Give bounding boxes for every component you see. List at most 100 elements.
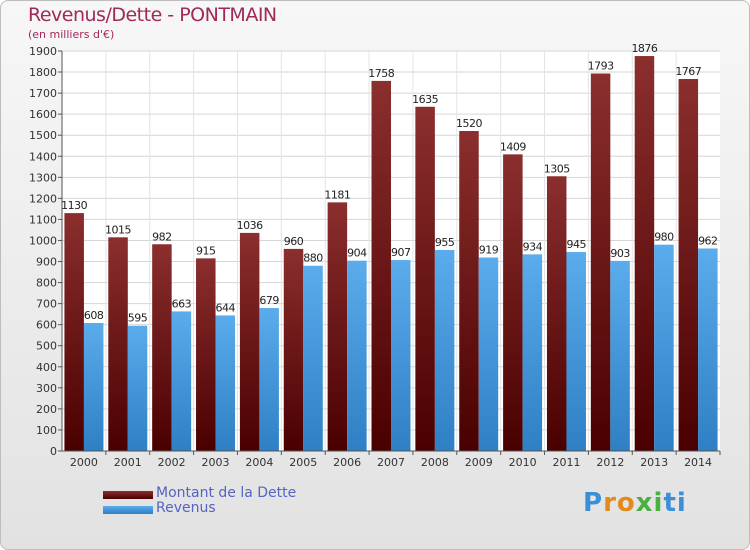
bar-revenue [83,323,104,451]
legend-label-debt: Montant de la Dette [156,485,297,501]
y-tick-label: 100 [36,424,57,437]
x-tick-label: 2014 [684,456,712,469]
legend-swatch-debt [103,491,153,499]
y-tick-label: 1500 [29,129,57,142]
x-tick-label: 2005 [289,456,317,469]
y-tick-label: 500 [36,340,57,353]
bar-debt [283,248,304,451]
bar-debt [503,154,523,452]
bar-debt [108,237,128,451]
y-tick-label: 900 [36,256,57,269]
bars [64,56,718,452]
y-tick-label: 1700 [29,87,57,100]
data-label-debt: 1635 [412,93,438,106]
data-label-debt: 1036 [237,219,263,232]
data-label-revenue: 934 [523,240,543,253]
x-tick-label: 2001 [114,456,142,469]
bar-revenue [215,315,236,451]
bar-debt [678,79,699,451]
data-label-revenue: 904 [347,247,367,260]
bar-revenue [566,252,586,451]
data-label-revenue: 919 [479,244,499,257]
proxiti-logo: Proxiti [583,488,687,518]
y-tick-label: 1600 [29,108,57,121]
logo-letter: t [663,488,677,518]
value-labels: 1130 608 1015 595 982 663 915 644 1036 679 960 880 1… [61,42,718,325]
y-tick-label: 200 [36,403,57,416]
data-label-revenue: 608 [84,309,104,322]
x-tick-label: 2013 [640,456,668,469]
data-label-revenue: 880 [303,252,323,265]
data-label-revenue: 945 [566,238,586,251]
bar-revenue [259,308,279,451]
bar-revenue [171,311,192,451]
bar-debt [152,244,172,451]
bar-debt [415,106,435,451]
x-tick-label: 2006 [333,456,361,469]
bar-debt [634,56,655,451]
bar-revenue [303,265,323,451]
y-tick-label: 1100 [29,213,57,226]
y-tick-label: 1300 [29,171,57,184]
data-label-revenue: 907 [391,246,411,259]
bar-debt [64,213,84,451]
data-label-revenue: 955 [435,236,455,249]
legend-label-revenue: Revenus [156,500,216,516]
y-tick-label: 1800 [29,66,57,79]
data-label-revenue: 903 [610,247,630,260]
bar-revenue [654,244,674,451]
y-tick-label: 700 [36,298,57,311]
bar-revenue [610,260,630,451]
data-label-debt: 1758 [368,67,394,80]
x-tick-label: 2012 [596,456,624,469]
data-label-revenue: 980 [654,231,674,244]
data-label-revenue: 679 [259,294,279,307]
x-tick-label: 2003 [202,456,230,469]
logo-letter: r [603,488,617,518]
data-label-debt: 1015 [105,223,131,236]
bar-revenue [391,260,411,451]
bar-debt [327,202,348,451]
data-label-debt: 1409 [500,140,526,153]
data-label-revenue: 644 [216,301,236,314]
logo-letter: P [583,488,604,518]
data-label-debt: 1130 [61,199,87,212]
data-label-debt: 982 [152,230,172,243]
data-label-debt: 915 [196,244,216,257]
x-tick-label: 2011 [552,456,580,469]
bar-revenue [478,257,499,451]
logo-letter: x [635,488,654,518]
logo-letter: i [653,488,664,518]
axes: 0 100 200 300 400 500 600 700 800 900 1000 1100 1200… [29,45,721,469]
data-label-debt: 1305 [544,162,570,175]
x-tick-label: 2008 [421,456,449,469]
bar-revenue [127,325,148,451]
y-tick-label: 600 [36,319,57,332]
bar-debt [459,131,479,451]
legend-swatch-revenue [103,506,153,514]
x-tick-label: 2004 [245,456,273,469]
chart-subtitle: (en milliers d'€) [28,28,115,41]
data-label-debt: 1793 [588,60,614,73]
bar-debt [196,258,216,451]
data-label-revenue: 595 [128,312,148,325]
bar-debt [371,80,391,451]
data-label-debt: 1767 [675,65,701,78]
data-label-debt: 1876 [631,42,657,55]
data-label-debt: 960 [284,235,304,248]
x-tick-label: 2010 [509,456,537,469]
y-tick-label: 1000 [29,234,57,247]
bar-debt [590,73,611,452]
y-tick-label: 800 [36,277,57,290]
logo-letter: o [616,488,636,518]
bar-revenue [522,254,543,451]
data-label-debt: 1181 [324,188,350,201]
data-label-revenue: 663 [172,297,192,310]
y-tick-label: 1900 [29,45,57,58]
bar-debt [546,176,567,451]
x-tick-label: 2000 [70,456,98,469]
y-tick-label: 400 [36,361,57,374]
x-tick-label: 2007 [377,456,405,469]
